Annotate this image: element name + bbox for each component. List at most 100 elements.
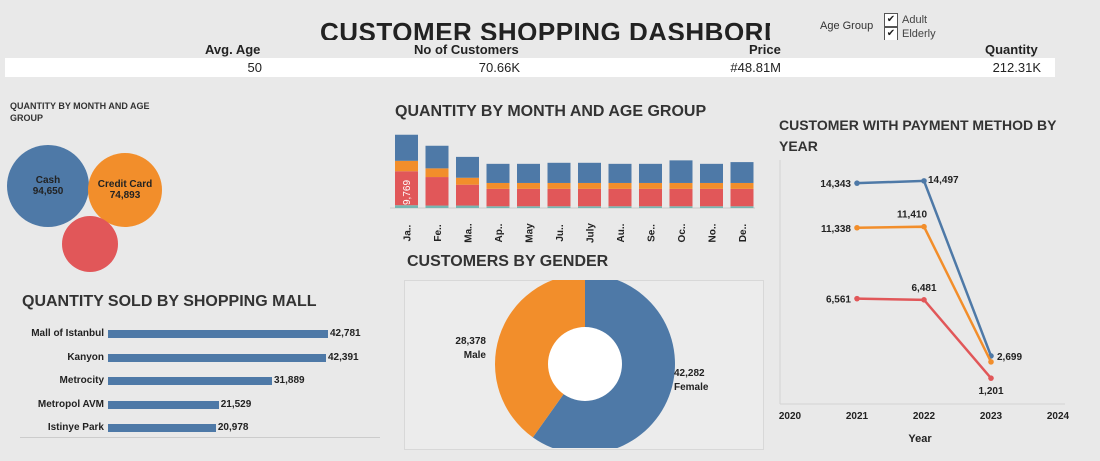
month-bar-segment [700,182,723,189]
payment-point [854,295,860,302]
payment-series-line [856,179,993,357]
month-bar-segment [578,206,601,208]
payment-data-label: 6,481 [911,283,936,294]
month-tick-label: No.. [708,223,719,242]
mall-bar-label: Istinye Park [47,422,104,433]
kpi-price-label: Price [749,42,781,57]
gender-value-label: 42,282 [674,368,705,379]
month-bar-segment [700,163,723,183]
mall-bar[interactable] [108,330,328,338]
month-bar-segment [517,206,540,208]
month-bar-segment [608,206,632,208]
line-tick-label: 2023 [980,411,1003,422]
line-tick-label: 2020 [779,411,802,422]
month-tick-label: May [525,223,536,243]
month-bar-segment [456,177,479,185]
kpi-customers-value: 70.66K [478,60,520,75]
month-bar-segment [730,162,754,183]
month-bar-segment [486,188,510,207]
month-bar-segment [578,162,601,183]
mall-chart-title: QUANTITY SOLD BY SHOPPING MALL [22,293,317,310]
month-tick-label: Ju.. [555,224,566,241]
checkbox-elderly[interactable]: ✔ [884,27,898,40]
kpi-quantity-value: 212.31K [992,60,1041,75]
payment-chart: 2020 2021 2022 2023 2024 Year 14,343 14,497 2,69… [779,160,1070,445]
mall-bar-value: 42,391 [327,351,359,363]
payment-data-label: 6,561 [826,295,851,306]
month-chart: Ja.. Fe.. Ma.. Ap.. May Ju.. July Au.. Se.. Oc.. N… [390,134,755,243]
mall-bar[interactable] [108,377,272,385]
kpi-avg-age-label: Avg. Age [205,42,261,57]
month-bar-segment [669,160,693,183]
bubble-cash-label: Cash [35,175,61,186]
month-bar-segment [639,188,662,207]
month-tick-label: Se.. [647,224,658,242]
month-tick-label: Fe.. [433,224,444,241]
mall-bar[interactable] [108,400,219,409]
dashboard-title: CUSTOMER SHOPPING DASHBORD [320,17,770,40]
month-bar-segment [608,188,632,207]
age-group-filter-label: Age Group [820,20,874,32]
checkbox-adult[interactable]: ✔ [884,13,898,27]
month-bar-segment [456,156,479,178]
bubble-cash-value: 94,650 [32,186,64,197]
gender-chart-title: CUSTOMERS BY GENDER [407,253,609,270]
month-tick-label: De.. [738,224,749,243]
bubble-chart-title: QUANTITY BY MONTH AND AGE GROUP [10,101,150,123]
payment-point [988,375,994,381]
gender-slice-male [495,280,585,438]
payment-series-line [856,225,993,363]
mall-bar[interactable] [108,353,326,362]
month-bar-segment [425,177,449,206]
bubble-credit-card[interactable]: Credit Card 74,893 [88,153,162,227]
filter-elderly[interactable]: ✔ Elderly [884,27,936,40]
month-bar-segment [700,188,723,207]
mall-chart-divider [20,437,380,438]
month-bar-segment [730,182,754,189]
month-bar-segment [669,182,693,189]
month-bar-segment [517,163,540,183]
payment-data-label: 2,699 [997,352,1022,363]
month-tick-label: Ap.. [494,223,505,242]
month-bar-segment [395,134,418,161]
gender-chart: 42,282 Female 28,378 Male [455,280,709,448]
month-tick-label: Oc.. [677,223,688,242]
month-bar-segment [669,188,693,207]
month-bar-segment [730,206,754,208]
bubble-debit-card[interactable] [62,216,118,272]
kpi-quantity-label: Quantity [985,42,1038,57]
kpi-price-value: #48.81M [730,60,781,75]
mall-bar[interactable] [108,424,216,432]
bubble-credit-card-value: 74,893 [109,190,141,201]
month-data-label: 9,769 [402,180,413,205]
month-bar-segment [578,182,601,189]
mall-bar-value: 21,529 [220,398,252,410]
bubble-cash[interactable]: Cash 94,650 [7,145,89,227]
month-bar-segment [425,168,449,178]
mall-bar-label: Metrocity [59,375,104,386]
payment-data-label: 1,201 [978,386,1003,397]
month-bar-segment [486,163,510,183]
mall-bar-label: Kanyon [67,351,104,363]
month-bar-segment [425,205,449,208]
payment-point [921,178,927,184]
month-bar-segment [395,160,418,172]
month-bar-segment [700,206,723,208]
month-bar-segment [395,171,418,206]
month-bar-segment [639,206,662,208]
kpi-avg-age-value: 50 [247,60,262,75]
filter-elderly-label: Elderly [902,27,936,40]
month-bar-segment [608,163,632,183]
gender-name-label: Female [674,382,709,393]
kpi-value-strip [5,58,1055,77]
month-bar-segment [395,205,418,208]
month-bar-segment [730,188,754,207]
month-bar-segment [639,182,662,189]
mall-bar-label: Mall of Istanbul [31,328,104,339]
filter-adult[interactable]: ✔ Adult [884,13,927,27]
payment-point [854,224,860,231]
gender-value-label: 28,378 [455,336,486,347]
mall-bar-label: Metropol AVM [37,398,104,410]
month-bar-segment [639,163,662,183]
month-tick-label: July [586,223,597,243]
